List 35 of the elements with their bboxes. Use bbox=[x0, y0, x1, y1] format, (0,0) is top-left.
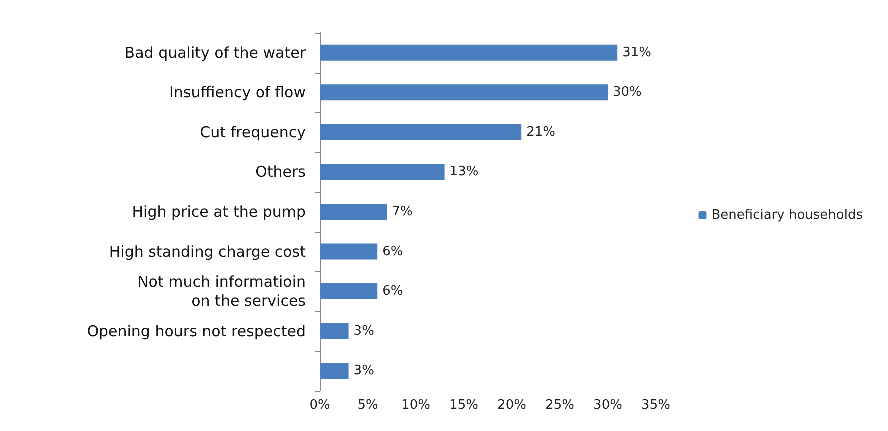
x-tick-label: 15% bbox=[450, 398, 478, 413]
y-tick-label: High price at the pump bbox=[132, 203, 306, 221]
x-tick-label: 10% bbox=[402, 398, 430, 413]
data-label: 3% bbox=[354, 364, 374, 379]
x-tick-label: 25% bbox=[546, 398, 574, 413]
x-tick-label: 20% bbox=[498, 398, 526, 413]
data-label: 31% bbox=[622, 45, 652, 60]
legend-label: Beneficiary households bbox=[712, 208, 864, 223]
data-label: 30% bbox=[613, 85, 642, 100]
x-tick-label: 0% bbox=[310, 398, 330, 413]
y-tick-label: Not much informatioin on the services bbox=[138, 273, 306, 310]
bar bbox=[320, 84, 608, 101]
bar bbox=[320, 124, 522, 140]
y-tick-label: Insuffiency of flow bbox=[169, 84, 306, 102]
data-label: 6% bbox=[382, 284, 404, 300]
data-label: 7% bbox=[392, 204, 413, 220]
y-tick-label: Cut frequency bbox=[200, 123, 306, 142]
bar bbox=[320, 323, 349, 340]
bar bbox=[320, 44, 618, 61]
y-tick-label: High standing charge cost bbox=[109, 242, 306, 261]
x-tick-label: 5% bbox=[358, 398, 378, 413]
bar bbox=[320, 363, 349, 380]
data-label: 6% bbox=[382, 244, 404, 260]
data-label: 21% bbox=[526, 124, 556, 140]
bar bbox=[320, 244, 378, 260]
y-tick-label: Opening hours not respected bbox=[87, 322, 306, 340]
y-tick-label: Bad quality of the water bbox=[124, 44, 307, 62]
y-tick-label: Others bbox=[256, 163, 306, 182]
x-tick-label: 30% bbox=[594, 398, 622, 413]
data-label: 13% bbox=[450, 164, 479, 180]
data-label: 3% bbox=[354, 324, 374, 339]
bar bbox=[320, 204, 388, 220]
bar bbox=[320, 284, 378, 300]
x-tick-label: 35% bbox=[642, 398, 670, 413]
bar bbox=[320, 164, 445, 180]
